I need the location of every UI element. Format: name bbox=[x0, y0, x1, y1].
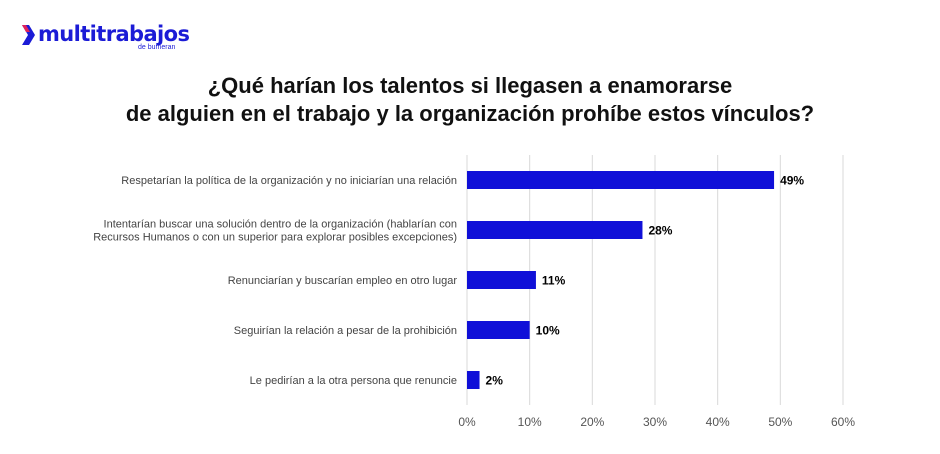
bar bbox=[467, 171, 775, 189]
x-tick-label: 10% bbox=[518, 415, 542, 429]
logo-subtext: de bumeran bbox=[138, 44, 176, 51]
bar bbox=[467, 321, 530, 339]
category-label: Respetarían la política de la organizaci… bbox=[121, 175, 457, 187]
bar bbox=[467, 271, 536, 289]
category-label: Recursos Humanos o con un superior para … bbox=[93, 232, 457, 244]
logo: multitrabajos de bumeran bbox=[20, 22, 190, 51]
x-tick-label: 30% bbox=[643, 415, 667, 429]
x-tick-label: 40% bbox=[706, 415, 730, 429]
x-tick-label: 50% bbox=[768, 415, 792, 429]
logo-text: multitrabajos bbox=[38, 22, 190, 46]
logo-chevron-icon bbox=[22, 25, 35, 45]
data-label: 11% bbox=[542, 274, 566, 288]
data-label: 49% bbox=[780, 174, 804, 188]
bar bbox=[467, 221, 643, 239]
category-label: Seguirían la relación a pesar de la proh… bbox=[234, 325, 457, 337]
x-tick-label: 60% bbox=[831, 415, 855, 429]
data-label: 2% bbox=[486, 374, 504, 388]
bar bbox=[467, 371, 480, 389]
chart-title: ¿Qué harían los talentos si llegasen a e… bbox=[0, 72, 940, 128]
category-label: Intentarían buscar una solución dentro d… bbox=[104, 219, 457, 231]
data-label: 10% bbox=[536, 324, 560, 338]
category-label: Le pedirían a la otra persona que renunc… bbox=[250, 375, 457, 387]
category-label: Renunciarían y buscarían empleo en otro … bbox=[228, 275, 458, 287]
chart-title-line-1: ¿Qué harían los talentos si llegasen a e… bbox=[207, 73, 733, 98]
x-tick-label: 20% bbox=[580, 415, 604, 429]
chart-title-line-2: de alguien en el trabajo y la organizaci… bbox=[125, 101, 815, 126]
x-tick-label: 0% bbox=[458, 415, 476, 429]
data-label: 28% bbox=[648, 224, 672, 238]
